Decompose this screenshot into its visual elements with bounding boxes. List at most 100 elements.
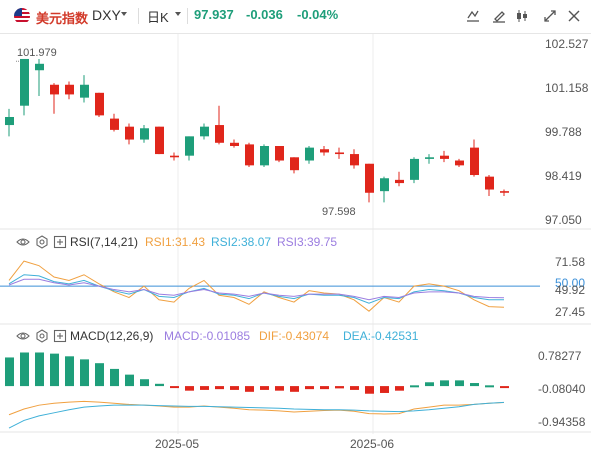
- divider: [187, 8, 188, 24]
- macd-axis-label: -0.94358: [538, 415, 586, 430]
- macd-bar: [470, 383, 479, 387]
- candle-body: [230, 142, 239, 147]
- collapse-icon[interactable]: [53, 329, 67, 343]
- price-axis-label: 97.050: [545, 213, 582, 228]
- candle-body: [215, 125, 224, 143]
- candle-body: [95, 92, 104, 116]
- candle-body: [5, 116, 14, 126]
- macd-bar: [230, 386, 239, 390]
- candle-body: [140, 128, 149, 140]
- macd-bar: [305, 386, 314, 390]
- price-axis-label: 101.158: [545, 80, 589, 95]
- price-change: -0.036: [246, 7, 283, 22]
- candle-body: [35, 63, 44, 71]
- macd-bar: [485, 385, 494, 388]
- price-axis-label: 102.527: [545, 36, 589, 51]
- candle-body: [50, 84, 59, 95]
- candle-body: [200, 126, 209, 137]
- macd-bar: [245, 386, 254, 392]
- macd-bar: [335, 386, 344, 389]
- grid-lines: [0, 34, 591, 434]
- candle-body: [395, 179, 404, 184]
- macd-bar: [425, 382, 434, 387]
- high-price-label: 101.979: [17, 47, 57, 59]
- macd-bar: [200, 386, 209, 390]
- candle-body: [425, 157, 434, 159]
- candle-body: [335, 152, 344, 155]
- expand-icon[interactable]: [540, 6, 560, 26]
- macd-bar: [50, 353, 59, 387]
- macd-bar: [440, 380, 449, 387]
- rsi-title: RSI(7,14,21): [70, 235, 139, 249]
- macd-bar: [20, 352, 29, 387]
- top-bar: 美元指数 DXY 日K 97.937 -0.036 -0.04%: [0, 0, 591, 34]
- macd-axis-label: -0.08040: [538, 382, 586, 397]
- candle-body: [455, 160, 464, 166]
- macd-bar: [500, 386, 509, 389]
- macd-bar: [80, 359, 89, 387]
- period-caret-icon[interactable]: [175, 12, 181, 16]
- macd-bar: [365, 386, 374, 394]
- macd-bar: [110, 368, 119, 387]
- macd-bar: [275, 386, 284, 391]
- symbol-caret-icon[interactable]: [121, 12, 127, 16]
- macd-title: MACD(12,26,9): [70, 329, 154, 343]
- macd-bar: [290, 386, 299, 392]
- candle-body: [155, 126, 164, 155]
- macd-axis-label: 0.78277: [538, 349, 582, 364]
- divider: [138, 8, 139, 24]
- candle-body: [380, 178, 389, 192]
- macd-bar: [395, 386, 404, 391]
- rsi3-value: RSI3:39.75: [277, 235, 338, 249]
- macd-bar: [140, 379, 149, 387]
- indicator-settings-icon[interactable]: [463, 6, 483, 26]
- hide-eye-icon[interactable]: [16, 329, 30, 343]
- macd-bar: [155, 383, 164, 387]
- macd-bar: [35, 352, 44, 387]
- macd-bar: [215, 386, 224, 390]
- macd-layer: [5, 352, 509, 429]
- macd-bar: [260, 386, 269, 390]
- dea-value: DEA:-0.42531: [343, 329, 419, 343]
- collapse-icon[interactable]: [53, 235, 67, 249]
- macd-bar: [320, 386, 329, 390]
- macd-bar: [380, 386, 389, 393]
- candle-body: [80, 84, 89, 98]
- candle-body: [320, 149, 329, 153]
- candle-body: [350, 154, 359, 166]
- dif-value: DIF:-0.43074: [259, 329, 330, 343]
- candle-body: [20, 58, 29, 106]
- macd-bar: [65, 356, 74, 387]
- candle-body: [440, 155, 449, 159]
- rsi-axis-label: 50.00: [555, 276, 586, 291]
- rsi1-line: [8, 260, 505, 312]
- rsi1-value: RSI1:31.43: [145, 235, 206, 249]
- candle-body: [290, 157, 299, 171]
- price-change-pct: -0.04%: [297, 7, 339, 22]
- low-price-label: 97.598: [322, 206, 356, 218]
- candle-body: [365, 163, 374, 193]
- candle-type-icon[interactable]: [512, 6, 532, 26]
- dea-line: [8, 401, 505, 429]
- candle-body: [305, 147, 314, 161]
- period-selector[interactable]: 日K: [147, 10, 169, 25]
- settings-gear-icon[interactable]: [35, 329, 49, 343]
- hide-eye-icon[interactable]: [16, 235, 30, 249]
- macd-bar: [170, 386, 179, 389]
- candle-body: [170, 155, 179, 158]
- symbol-selector[interactable]: DXY: [92, 7, 121, 23]
- price-axis-label: 99.788: [545, 124, 582, 139]
- close-icon[interactable]: [564, 6, 584, 26]
- last-price: 97.937: [194, 7, 234, 22]
- candle-body: [275, 146, 284, 161]
- settings-gear-icon[interactable]: [35, 235, 49, 249]
- macd-bar: [350, 386, 359, 390]
- macd-bar: [125, 374, 134, 387]
- macd-bar: [185, 386, 194, 391]
- rsi-axis-label: 71.58: [555, 254, 586, 269]
- rsi2-value: RSI2:38.07: [211, 235, 272, 249]
- us-flag-icon: [14, 8, 30, 24]
- draw-tool-icon[interactable]: [489, 6, 509, 26]
- x-axis-label: 2025-06: [350, 437, 395, 451]
- instrument-name: 美元指数: [36, 11, 89, 26]
